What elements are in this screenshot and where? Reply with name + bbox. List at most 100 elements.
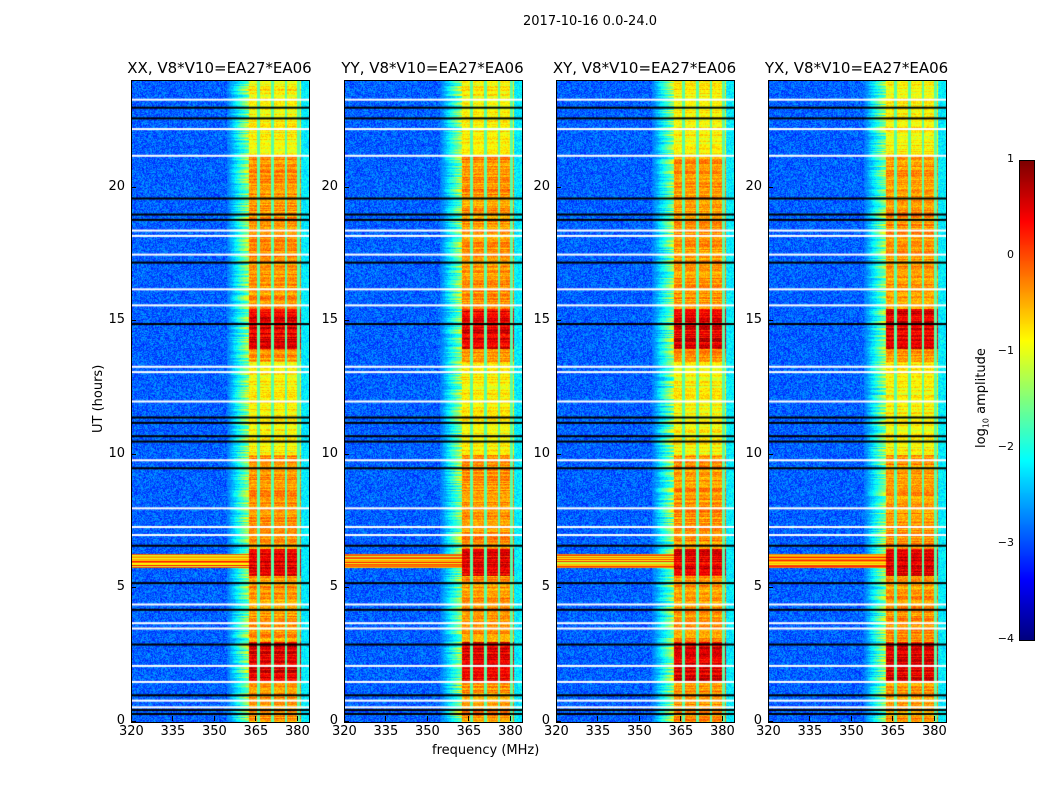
x-tick-label: 365 xyxy=(456,724,482,739)
x-tick xyxy=(556,716,557,721)
y-tick xyxy=(768,721,773,722)
y-tick xyxy=(344,587,349,589)
x-tick xyxy=(509,716,511,721)
y-tick xyxy=(131,453,136,455)
y-tick xyxy=(768,320,773,322)
y-tick-label: 0 xyxy=(116,713,125,728)
y-tick-label: 20 xyxy=(321,178,338,194)
panel-title: YX, V8*V10=EA27*EA06 xyxy=(764,59,949,77)
y-tick xyxy=(344,721,349,722)
x-tick-label: 365 xyxy=(668,724,694,739)
y-tick-label: 15 xyxy=(745,312,762,328)
colorbar xyxy=(1019,160,1035,641)
x-tick-label: 350 xyxy=(626,724,652,739)
y-tick-label: 0 xyxy=(329,713,338,728)
y-tick-label: 15 xyxy=(321,312,338,328)
y-tick xyxy=(131,587,136,589)
y-tick xyxy=(556,186,561,188)
x-tick-label: 320 xyxy=(544,724,569,739)
y-tick-label: 0 xyxy=(541,713,550,728)
y-tick xyxy=(344,453,349,455)
colorbar-tick-label: 1 xyxy=(1007,152,1014,165)
y-tick-label: 5 xyxy=(753,579,762,595)
y-axis-label: UT (hours) xyxy=(91,364,106,433)
x-tick xyxy=(597,716,599,721)
y-tick-label: 20 xyxy=(745,178,762,194)
y-tick xyxy=(131,320,136,322)
x-tick-label: 320 xyxy=(119,724,144,739)
y-tick xyxy=(556,453,561,455)
y-tick xyxy=(344,186,349,188)
colorbar-label: log10 amplitude xyxy=(974,348,991,448)
x-tick xyxy=(172,716,174,721)
x-tick xyxy=(892,716,894,721)
x-tick xyxy=(933,716,935,721)
x-tick-label: 350 xyxy=(201,724,227,739)
y-tick-label: 10 xyxy=(321,445,338,461)
x-tick xyxy=(768,716,769,721)
x-tick xyxy=(721,716,723,721)
x-tick-label: 320 xyxy=(756,724,781,739)
x-tick-label: 380 xyxy=(709,724,735,739)
panel-title: YY, V8*V10=EA27*EA06 xyxy=(341,59,524,77)
y-tick-label: 5 xyxy=(329,579,338,595)
x-tick-label: 320 xyxy=(332,724,357,739)
heatmap-panel xyxy=(768,80,947,723)
x-tick xyxy=(131,716,132,721)
y-tick-label: 15 xyxy=(533,312,550,328)
colorbar-tick-label: 0 xyxy=(1007,248,1014,261)
y-tick xyxy=(556,587,561,589)
heatmap-panel xyxy=(344,80,523,723)
y-tick xyxy=(768,587,773,589)
x-tick xyxy=(344,716,345,721)
y-tick xyxy=(556,721,561,722)
y-tick xyxy=(556,320,561,322)
y-tick-label: 20 xyxy=(533,178,550,194)
x-tick-label: 350 xyxy=(414,724,440,739)
x-tick xyxy=(468,716,470,721)
x-tick-label: 350 xyxy=(838,724,864,739)
x-tick xyxy=(680,716,682,721)
x-tick-label: 365 xyxy=(880,724,906,739)
x-tick xyxy=(213,716,215,721)
y-tick xyxy=(131,721,136,722)
x-tick xyxy=(809,716,811,721)
x-tick xyxy=(296,716,298,721)
x-axis-label: frequency (MHz) xyxy=(432,743,540,758)
y-tick-label: 10 xyxy=(108,445,125,461)
y-tick xyxy=(344,320,349,322)
x-tick-label: 335 xyxy=(160,724,186,739)
y-tick-label: 0 xyxy=(753,713,762,728)
x-tick xyxy=(385,716,387,721)
figure-title: 2017-10-16 0.0-24.0 xyxy=(523,14,657,29)
heatmap-panel xyxy=(556,80,735,723)
x-tick-label: 335 xyxy=(373,724,399,739)
x-tick-label: 365 xyxy=(243,724,269,739)
y-tick-label: 5 xyxy=(541,579,550,595)
y-tick xyxy=(768,453,773,455)
y-tick-label: 10 xyxy=(533,445,550,461)
colorbar-tick-label: −3 xyxy=(997,536,1014,549)
x-tick-label: 380 xyxy=(921,724,947,739)
colorbar-tick-label: −2 xyxy=(997,440,1014,453)
x-tick xyxy=(426,716,428,721)
panel-title: XX, V8*V10=EA27*EA06 xyxy=(127,59,312,77)
x-tick-label: 335 xyxy=(585,724,611,739)
x-tick xyxy=(255,716,257,721)
y-tick-label: 10 xyxy=(745,445,762,461)
colorbar-tick-label: −1 xyxy=(997,344,1014,357)
x-tick xyxy=(638,716,640,721)
x-tick xyxy=(850,716,852,721)
heatmap-panel xyxy=(131,80,310,723)
y-tick-label: 20 xyxy=(108,178,125,194)
x-tick-label: 380 xyxy=(497,724,523,739)
x-tick-label: 380 xyxy=(284,724,310,739)
x-tick-label: 335 xyxy=(797,724,823,739)
y-tick xyxy=(768,186,773,188)
y-tick-label: 15 xyxy=(108,312,125,328)
y-tick-label: 5 xyxy=(116,579,125,595)
colorbar-tick-label: −4 xyxy=(997,632,1014,645)
panel-title: XY, V8*V10=EA27*EA06 xyxy=(552,59,737,77)
y-tick xyxy=(131,186,136,188)
